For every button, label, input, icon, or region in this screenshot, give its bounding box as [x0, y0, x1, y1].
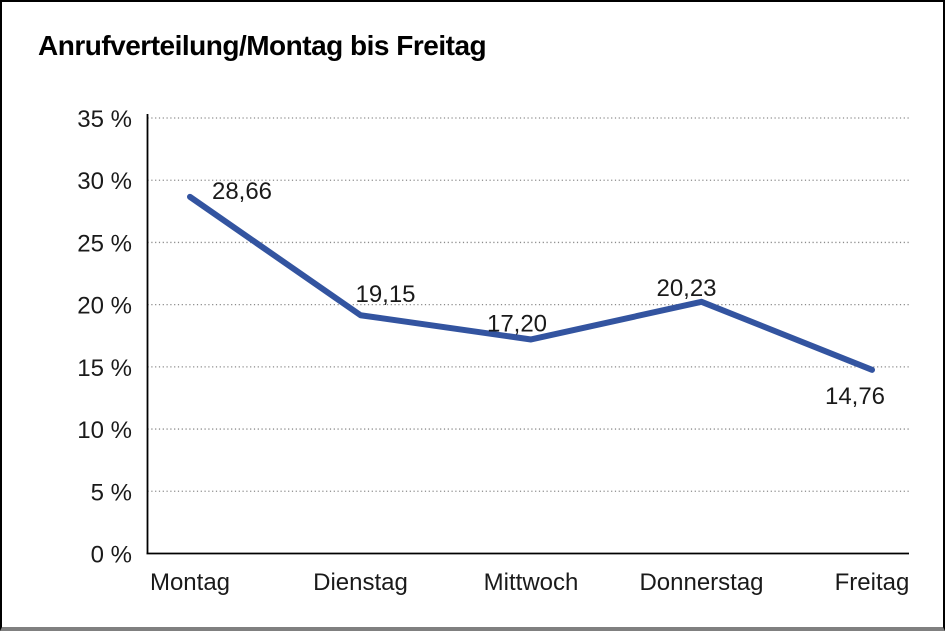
category-label: Montag [150, 569, 230, 596]
y-tick-label: 35 % [77, 106, 132, 133]
category-label: Dienstag [313, 569, 408, 596]
y-tick-label: 5 % [91, 479, 132, 506]
point-value-label: 19,15 [355, 281, 415, 308]
point-value-label: 20,23 [656, 275, 716, 302]
point-value-label: 28,66 [212, 178, 272, 205]
y-tick-label: 25 % [77, 230, 132, 257]
category-label: Donnerstag [639, 569, 763, 596]
y-tick-label: 15 % [77, 355, 132, 382]
category-label: Freitag [835, 569, 910, 596]
y-tick-label: 20 % [77, 293, 132, 320]
chart-title: Anrufverteilung/Montag bis Freitag [38, 30, 487, 61]
data-polyline [187, 193, 875, 373]
y-tick-label: 30 % [77, 168, 132, 195]
y-tick-label: 10 % [77, 417, 132, 444]
point-value-label: 14,76 [825, 383, 885, 410]
y-tick-label: 0 % [91, 542, 132, 569]
category-label: Mittwoch [484, 569, 579, 596]
point-value-label: 17,20 [487, 310, 547, 337]
